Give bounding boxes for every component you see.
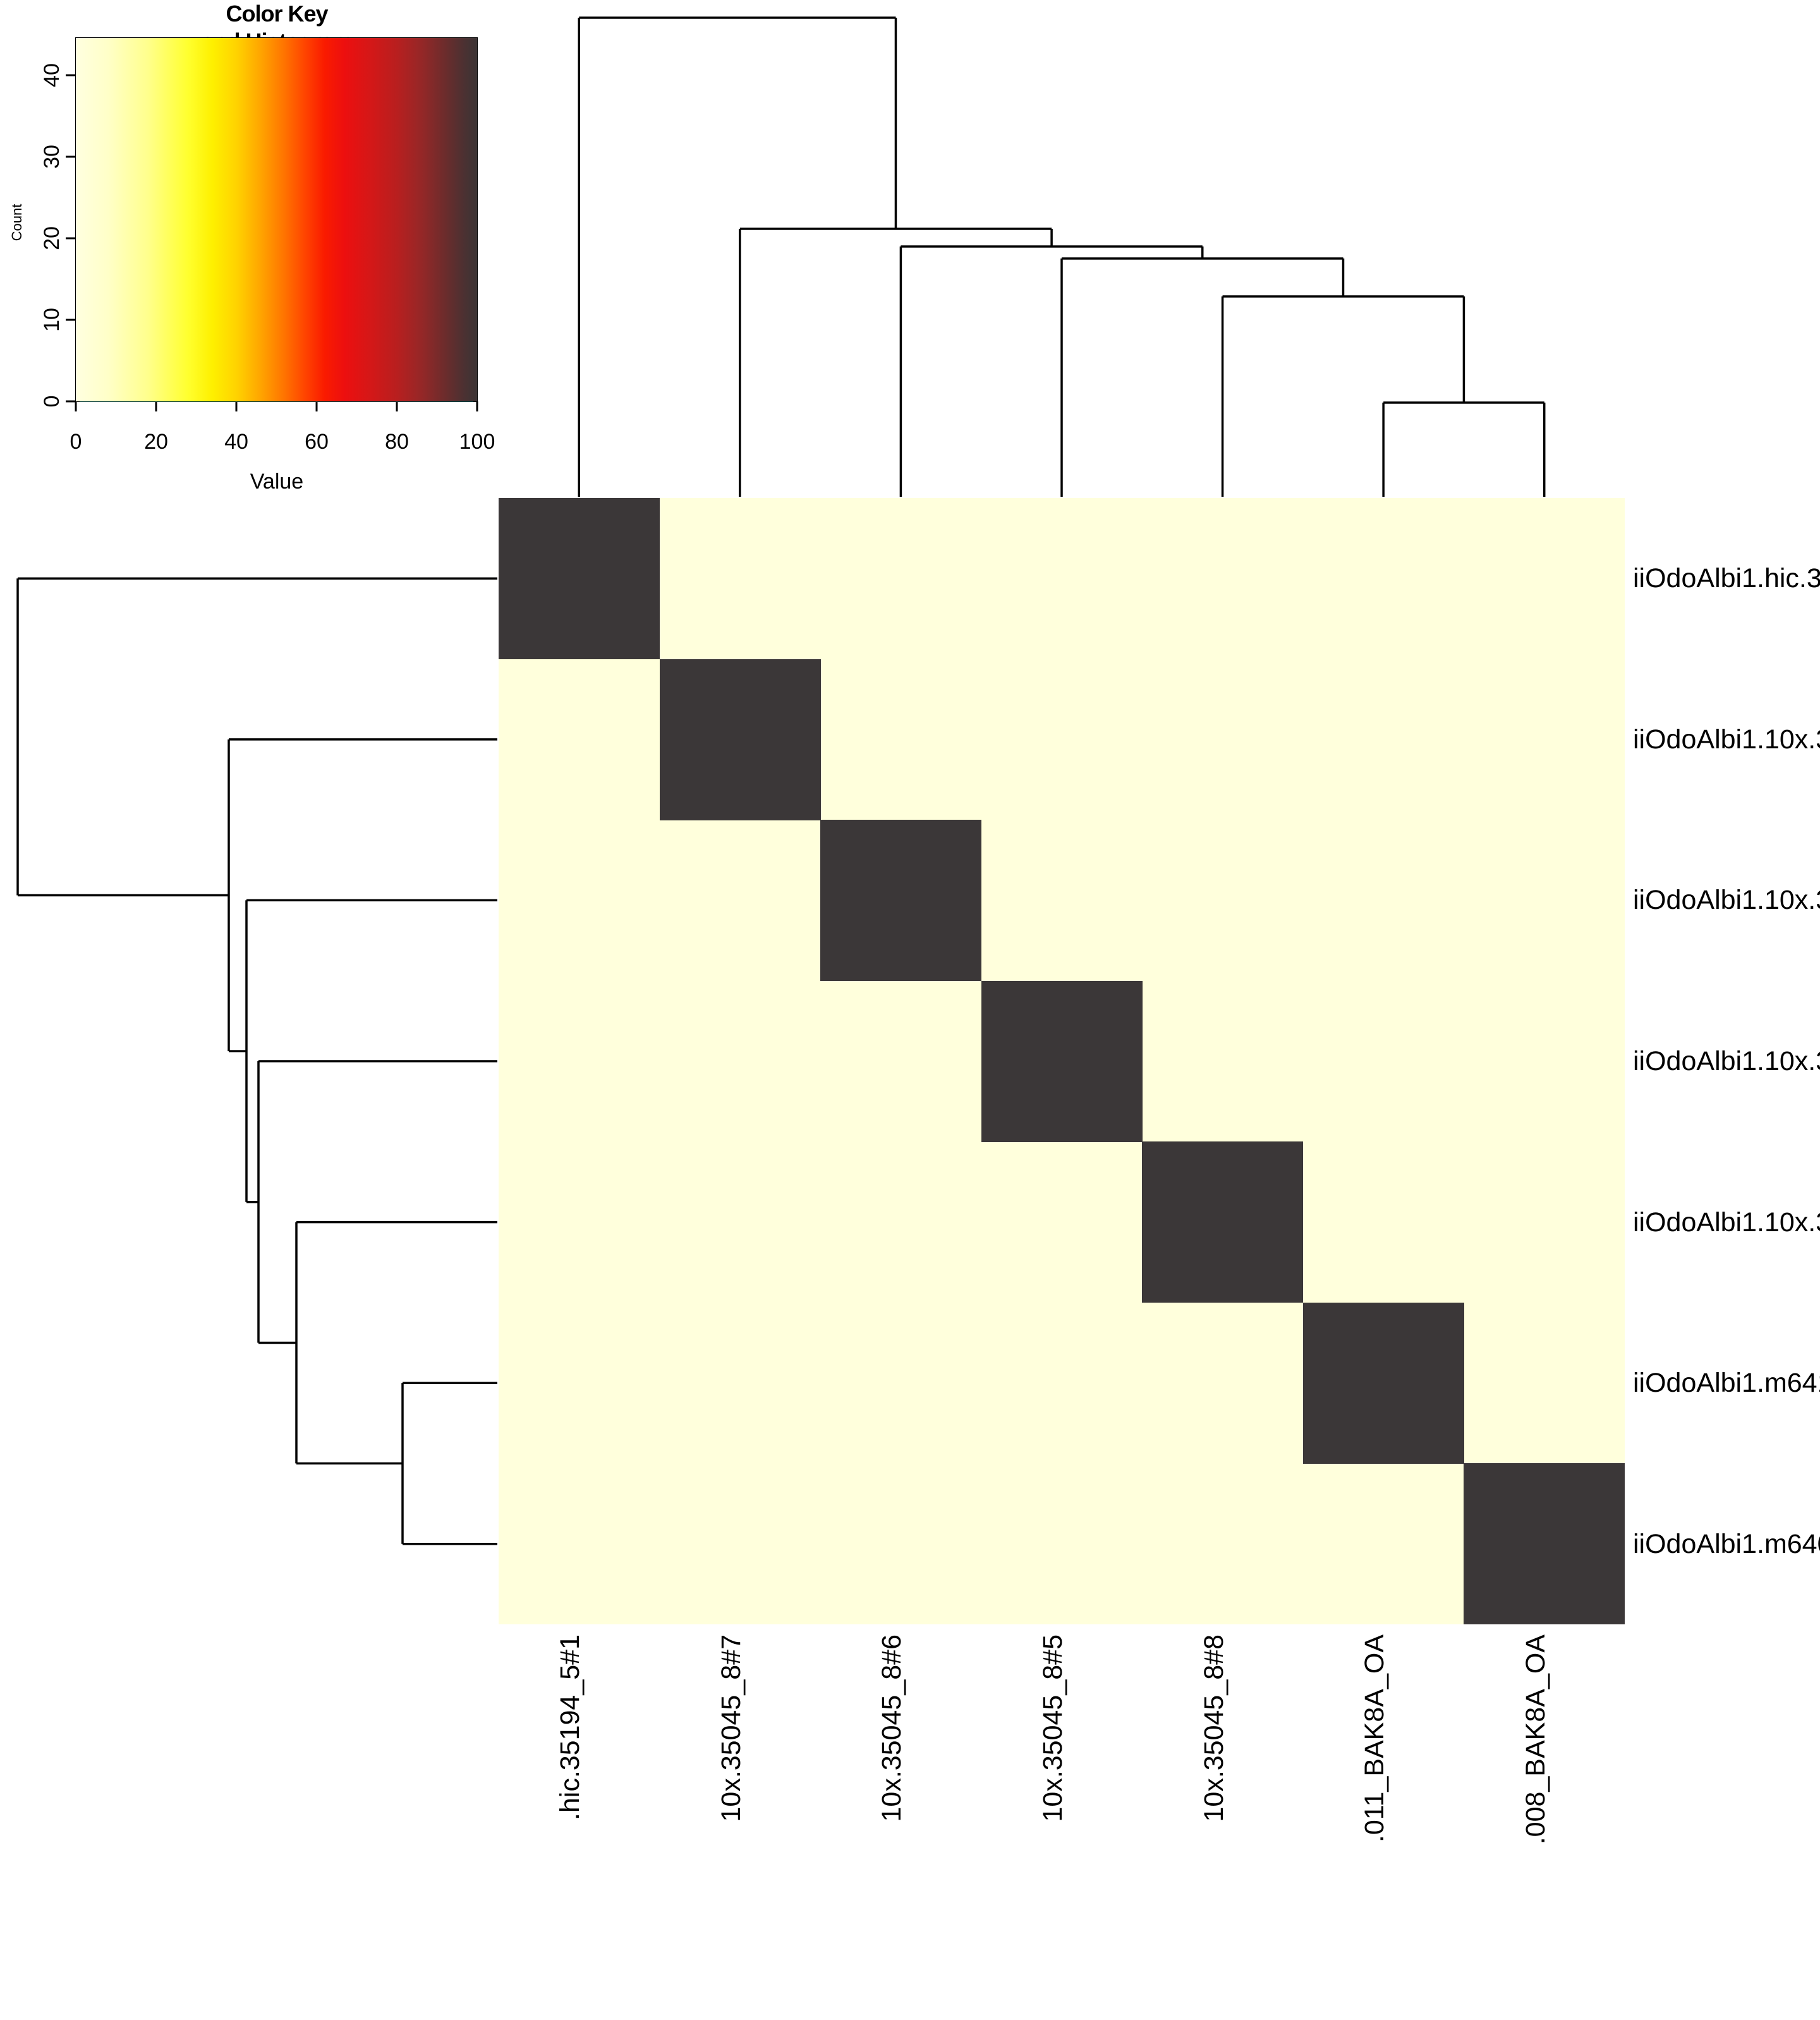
x-tick-label: 40: [224, 430, 248, 454]
x-tick-label: 100: [459, 430, 495, 454]
y-tick-label: 0: [40, 395, 64, 408]
row-label: iiOdoAlbi1.10x.3: [1633, 1207, 1820, 1238]
column-label: 10x.35045_8#6: [877, 1634, 907, 1822]
heatmap-cell: [499, 498, 660, 660]
column-label: 10x.35045_8#5: [1038, 1634, 1068, 1822]
y-tick-label: 10: [40, 308, 64, 332]
heatmap-cell: [659, 659, 821, 820]
column-label: 10x.35045_8#7: [715, 1634, 746, 1822]
y-tick-label: 20: [40, 226, 64, 250]
x-tick-label: 80: [385, 430, 409, 454]
column-label: .011_BAK8A_OA: [1359, 1634, 1390, 1843]
column-label: .008_BAK8A_OA: [1520, 1634, 1551, 1845]
heatmap: [499, 498, 1625, 1625]
column-dendrogram: [578, 16, 1546, 497]
cluster-heatmap-figure: { "chart_data": { "type": "heatmap", "ti…: [9, 1, 1820, 1845]
color-key-title-line1: Color Key: [226, 1, 328, 27]
row-label: iiOdoAlbi1.hic.3: [1633, 563, 1820, 594]
row-label: iiOdoAlbi1.m641: [1633, 1368, 1820, 1399]
x-tick-label: 20: [144, 430, 168, 454]
x-tick-label: 0: [70, 430, 82, 454]
column-label: .hic.35194_5#1: [555, 1634, 586, 1821]
x-tick-label: 60: [305, 430, 329, 454]
row-label: iiOdoAlbi1.10x.3: [1633, 1046, 1820, 1076]
count-axis-label: Count: [9, 204, 25, 241]
row-dendrogram: [16, 577, 497, 1545]
color-key-gradient: [76, 38, 477, 401]
heatmap-cell: [981, 980, 1143, 1142]
heatmap-cell: [1302, 1302, 1464, 1464]
heatmap-cell: [1142, 1141, 1304, 1303]
row-label: iiOdoAlbi1.10x.3: [1633, 885, 1820, 916]
row-label: iiOdoAlbi1.m640: [1633, 1528, 1820, 1559]
color-key-y-ticks: [66, 74, 76, 403]
heatmap-cell: [1464, 1463, 1625, 1625]
y-tick-label: 30: [40, 145, 64, 169]
dendrograms-and-axes: [16, 16, 1546, 1545]
y-tick-label: 40: [40, 63, 64, 87]
color-key-x-ticks: [75, 401, 478, 411]
column-label: 10x.35045_8#8: [1198, 1634, 1229, 1822]
value-axis-label: Value: [250, 470, 304, 494]
heatmap-cell: [820, 820, 982, 982]
row-label: iiOdoAlbi1.10x.3: [1633, 724, 1820, 755]
